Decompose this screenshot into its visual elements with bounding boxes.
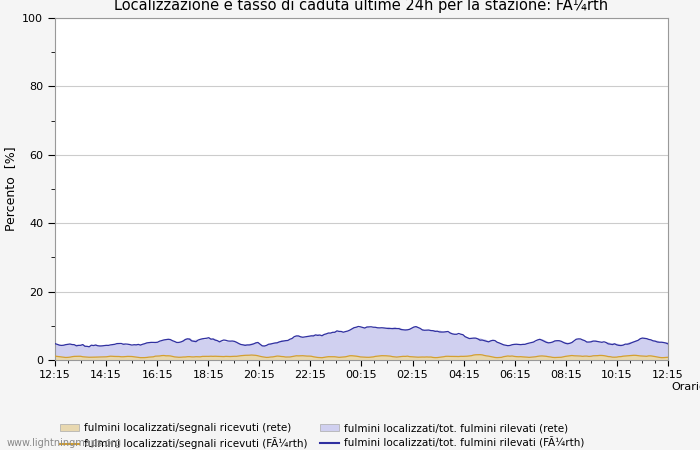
Title: Localizzazione e tasso di caduta ultime 24h per la stazione: FÃ¼rth: Localizzazione e tasso di caduta ultime …	[114, 0, 608, 13]
Legend: fulmini localizzati/segnali ricevuti (rete), fulmini localizzati/segnali ricevut: fulmini localizzati/segnali ricevuti (re…	[60, 423, 584, 450]
Text: www.lightningmaps.org: www.lightningmaps.org	[7, 438, 122, 448]
Text: Orario: Orario	[671, 382, 700, 392]
Y-axis label: Percento  [%]: Percento [%]	[4, 147, 17, 231]
